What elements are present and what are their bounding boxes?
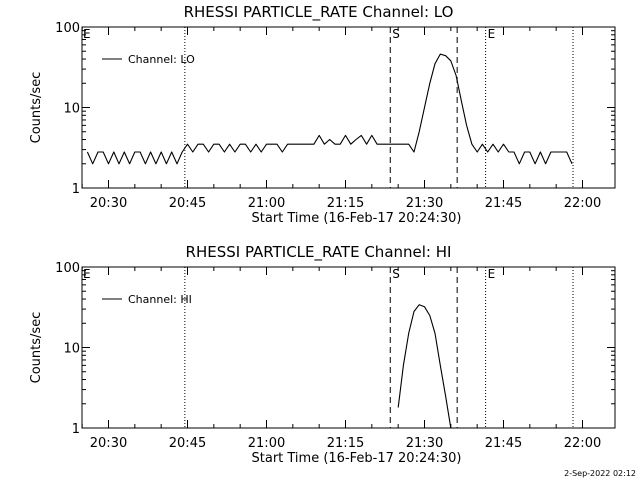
panel-1-x-tick-label: 20:30 (90, 196, 127, 211)
panel-1-x-axis-label: Start Time (16-Feb-17 20:24:30) (252, 211, 462, 226)
panel-1-title: RHESSI PARTICLE_RATE Channel: LO (184, 3, 454, 22)
panel-2-x-tick-label: 21:00 (248, 436, 285, 451)
panel-2-series-line (397, 304, 452, 429)
panel-1-y-tick-label: 100 (55, 21, 80, 36)
panel-1-marker-label: S (392, 27, 400, 41)
panel-2-y-axis-label: Counts/sec (29, 312, 44, 384)
panel-2-marker-label: S (392, 267, 400, 281)
panel-2-y-tick-label: 100 (55, 261, 80, 276)
panel-1-marker-label: E (488, 27, 496, 41)
panel-2-title: RHESSI PARTICLE_RATE Channel: HI (186, 243, 452, 262)
panel-1-y-tick-label: 1 (72, 182, 80, 197)
panel-1-x-tick-label: 21:30 (406, 196, 443, 211)
panel-1-x-tick-label: 21:15 (327, 196, 364, 211)
panel-1-y-axis-label: Counts/sec (29, 72, 44, 144)
panel-1-marker-label: E (83, 27, 91, 41)
panel-1-legend-label: Channel: LO (128, 53, 195, 66)
panel-2-x-tick-label: 22:00 (564, 436, 601, 451)
panel-1-x-tick-label: 20:45 (169, 196, 206, 211)
panel-2-y-tick-label: 1 (72, 422, 80, 437)
panel-1-x-tick-label: 21:45 (485, 196, 522, 211)
panel-1-series-line (86, 53, 573, 165)
panel-2-x-axis-label: Start Time (16-Feb-17 20:24:30) (252, 451, 462, 466)
panel-1-x-tick-label: 22:00 (564, 196, 601, 211)
panel-2-x-tick-label: 21:15 (327, 436, 364, 451)
panel-2-x-tick-label: 21:30 (406, 436, 443, 451)
panel-2-x-tick-label: 20:30 (90, 436, 127, 451)
panel-2-marker-label: E (83, 267, 91, 281)
panel-2-x-tick-label: 20:45 (169, 436, 206, 451)
panel-1-x-tick-label: 21:00 (248, 196, 285, 211)
footer-timestamp: 2-Sep-2022 02:12 (564, 469, 636, 478)
panel-2-legend-label: Channel: HI (128, 293, 192, 306)
panel-2-y-tick-label: 10 (63, 342, 80, 357)
panel-2-x-tick-label: 21:45 (485, 436, 522, 451)
panel-1-y-tick-label: 10 (63, 102, 80, 117)
panel-2-frame (81, 266, 616, 429)
panel-2-marker-label: E (488, 267, 496, 281)
